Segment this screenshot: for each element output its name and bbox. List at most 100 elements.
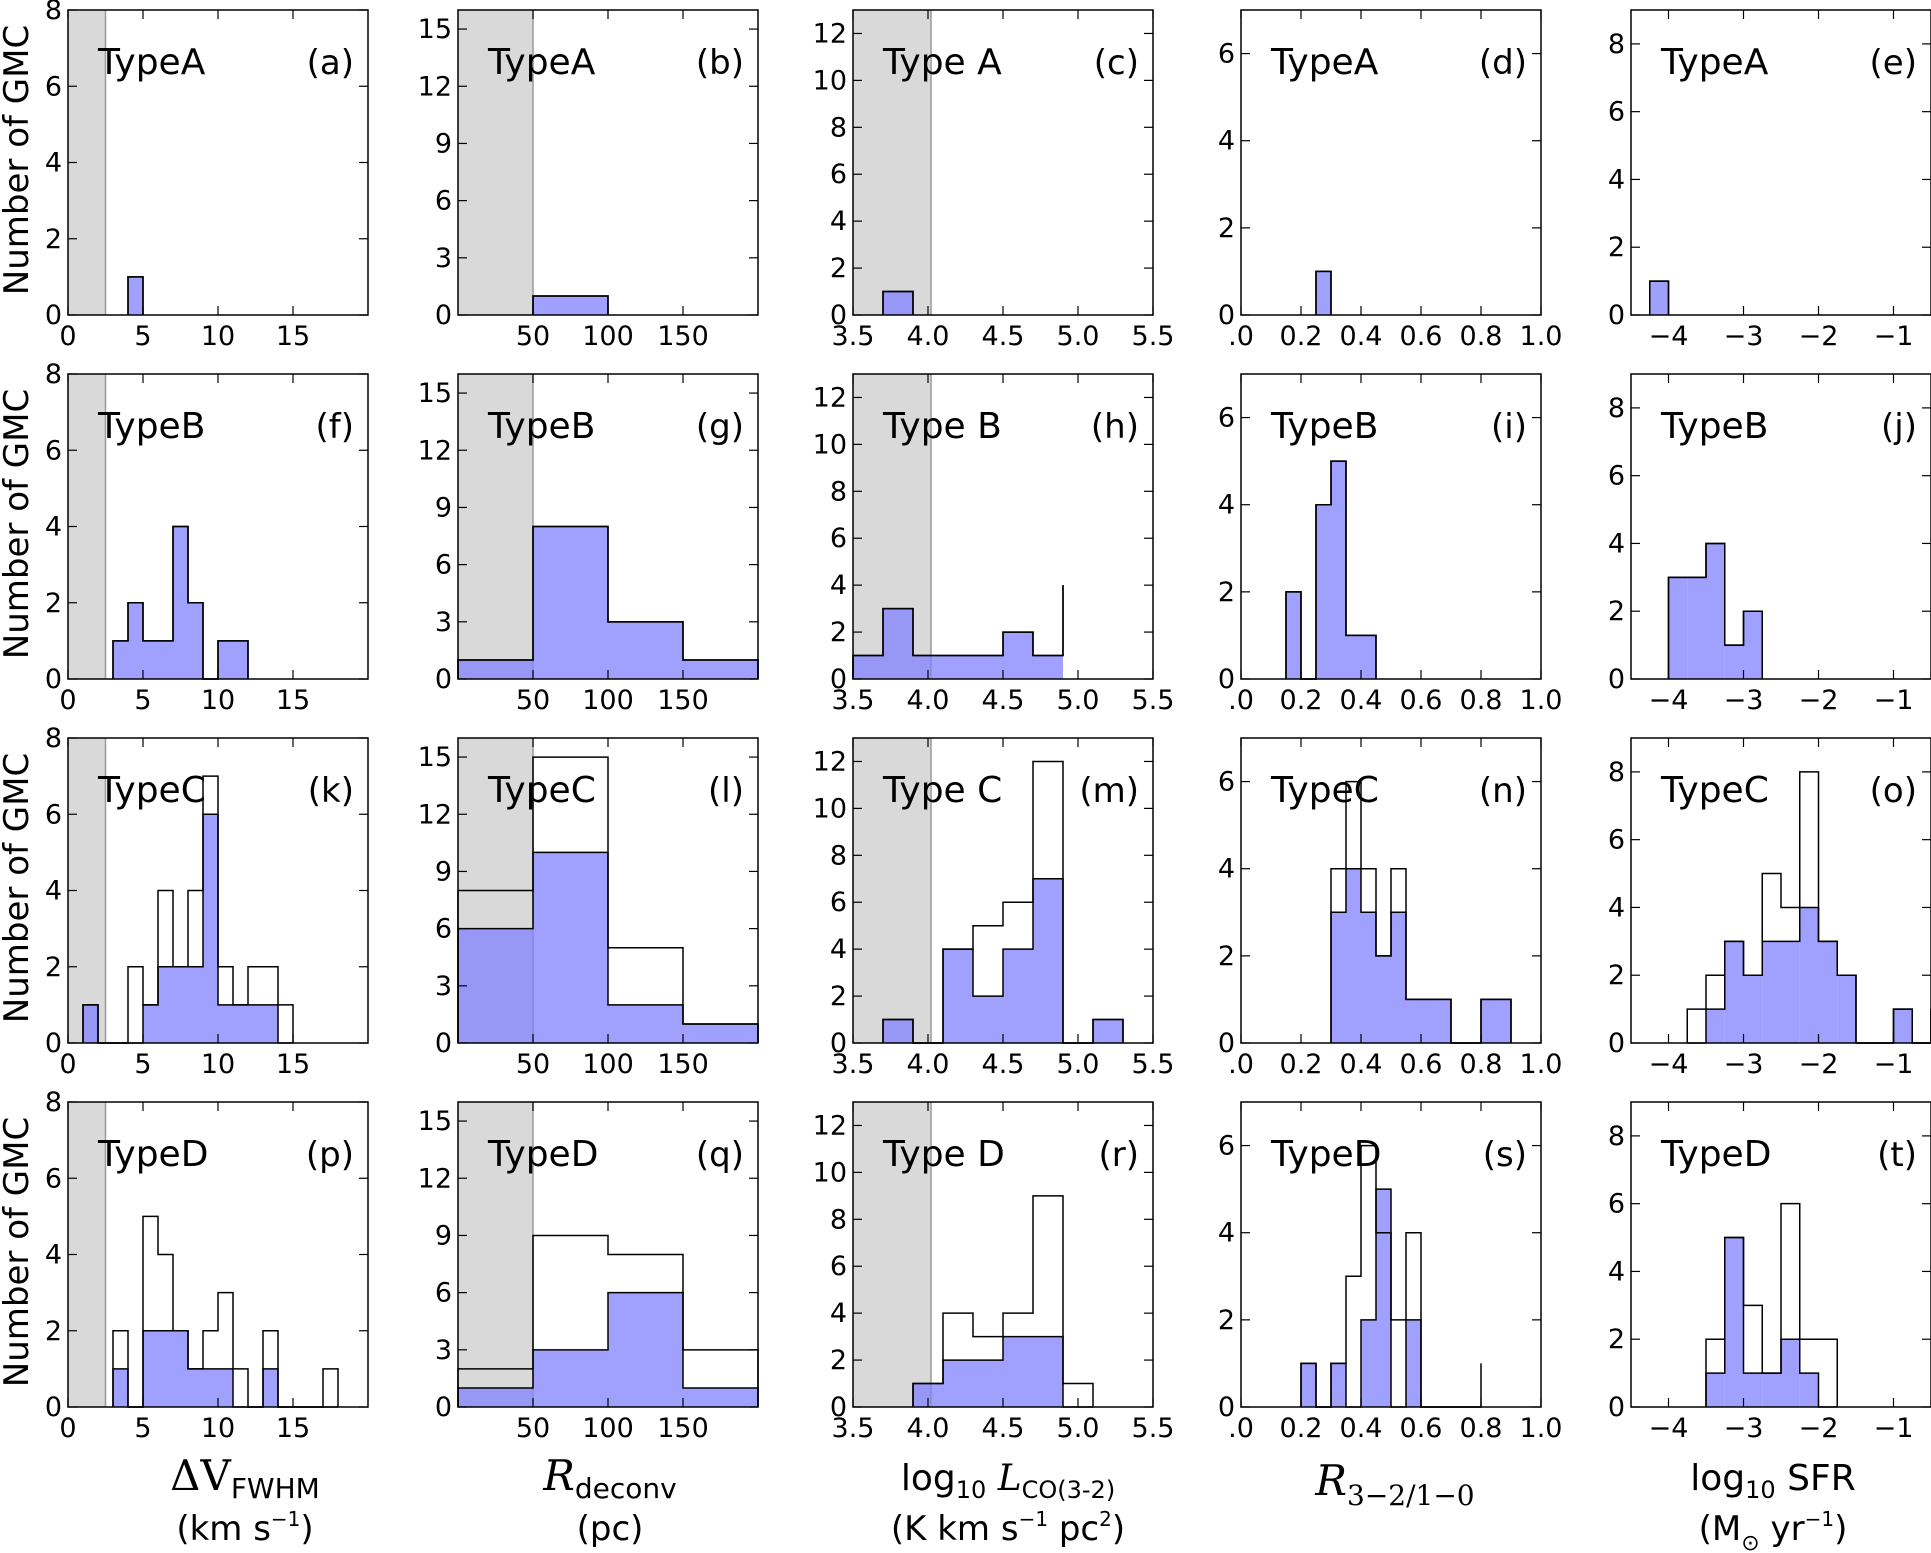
ytick-label-a-0: 0 xyxy=(45,300,62,331)
xtick-label-k-1: 5 xyxy=(134,1049,151,1080)
panel-o: 0 2 4 6 8 −4 −3 −2 −1 TypeC (o) xyxy=(1608,737,1931,1080)
bar-sub-h-4 xyxy=(973,655,1003,679)
xtick-label-h-0: 3.5 xyxy=(832,685,875,716)
xtick-label-m-0: 3.5 xyxy=(832,1049,875,1080)
bar-sub-e-0 xyxy=(1649,281,1669,315)
panel-n: 0 2 4 6 .0 0.2 0.4 0.6 0.8 1.0 TypeC (n) xyxy=(1218,737,1562,1080)
xtick-label-a-1: 5 xyxy=(134,321,151,352)
bar-sub-k-5 xyxy=(158,966,173,1043)
xtick-label-e-0: −4 xyxy=(1649,321,1689,352)
ytick-label-q-2: 6 xyxy=(435,1278,452,1309)
panel-letter-r: (r) xyxy=(1098,1135,1139,1175)
bar-sub-f-1 xyxy=(128,602,143,679)
xtick-label-c-3: 5.0 xyxy=(1057,321,1100,352)
svg-text:(M⊙ yr−1): (M⊙ yr−1) xyxy=(1699,1507,1848,1553)
y-axis-label-row-1: Number of GMC xyxy=(0,25,37,295)
bar-sub-p-3 xyxy=(158,1330,173,1407)
ytick-label-b-4: 12 xyxy=(418,71,452,102)
xtick-label-f-1: 5 xyxy=(134,685,151,716)
xtick-label-f-3: 15 xyxy=(276,685,310,716)
outline-all-m xyxy=(882,760,1124,1044)
bar-sub-h-6 xyxy=(1033,655,1063,679)
ytick-label-f-4: 8 xyxy=(45,359,62,390)
ytick-label-n-1: 2 xyxy=(1218,941,1235,972)
panel-title-o: TypeC xyxy=(1660,770,1769,811)
svg-text:ΔVFWHM: ΔVFWHM xyxy=(170,1451,320,1505)
xtick-label-r-1: 4.0 xyxy=(907,1413,950,1444)
ytick-label-m-4: 8 xyxy=(830,840,847,871)
excluded-region-q xyxy=(458,1102,533,1407)
ytick-label-t-0: 0 xyxy=(1608,1392,1625,1423)
xtick-label-t-2: −2 xyxy=(1799,1413,1839,1444)
xtick-label-n-3: 0.6 xyxy=(1400,1049,1443,1080)
xtick-label-d-3: 0.6 xyxy=(1400,321,1443,352)
panel-title-s: TypeD xyxy=(1270,1134,1381,1175)
panel-title-i: TypeB xyxy=(1270,406,1378,447)
xtick-label-s-1: 0.2 xyxy=(1280,1413,1323,1444)
xtick-label-a-2: 10 xyxy=(201,321,235,352)
bar-sub-s-2 xyxy=(1331,1363,1346,1407)
xtick-label-k-3: 15 xyxy=(276,1049,310,1080)
xtick-label-j-3: −1 xyxy=(1874,685,1914,716)
excluded-region-m xyxy=(853,738,931,1043)
panel-letter-q: (q) xyxy=(696,1135,744,1175)
ytick-label-d-2: 4 xyxy=(1218,126,1235,157)
panel-letter-t: (t) xyxy=(1877,1135,1917,1175)
panel-letter-d: (d) xyxy=(1479,43,1527,83)
ytick-label-b-3: 9 xyxy=(435,128,452,159)
ytick-label-j-3: 6 xyxy=(1608,461,1625,492)
ytick-label-p-4: 8 xyxy=(45,1087,62,1118)
panel-h: 0 2 4 6 8 10 12 3.5 4.0 4.5 5.0 5.5 Type B (h) xyxy=(813,373,1174,716)
xtick-label-m-1: 4.0 xyxy=(907,1049,950,1080)
ytick-label-k-0: 0 xyxy=(45,1028,62,1059)
bar-sub-s-0 xyxy=(1301,1363,1316,1407)
bar-sub-f-0 xyxy=(113,640,128,679)
ytick-label-e-3: 6 xyxy=(1608,97,1625,128)
ytick-label-i-1: 2 xyxy=(1218,577,1235,608)
panel-l: 0 3 6 9 12 15 50 100 150 TypeC (l) xyxy=(418,737,759,1080)
ytick-label-r-2: 4 xyxy=(830,1298,847,1329)
xtick-label-d-1: 0.2 xyxy=(1280,321,1323,352)
bar-sub-p-6 xyxy=(203,1368,218,1407)
ytick-label-s-2: 4 xyxy=(1218,1218,1235,1249)
bar-sub-o-4 xyxy=(1762,941,1781,1043)
ytick-label-e-4: 8 xyxy=(1608,29,1625,60)
ytick-label-r-0: 0 xyxy=(830,1392,847,1423)
ytick-label-o-2: 4 xyxy=(1608,892,1625,923)
xtick-label-m-3: 5.0 xyxy=(1057,1049,1100,1080)
ytick-label-m-5: 10 xyxy=(813,793,847,824)
bar-sub-n-7 xyxy=(1436,999,1451,1043)
ytick-label-p-0: 0 xyxy=(45,1392,62,1423)
panel-letter-f: (f) xyxy=(316,407,355,447)
bar-sub-p-10 xyxy=(263,1368,278,1407)
ytick-label-h-1: 2 xyxy=(830,617,847,648)
bar-sub-p-0 xyxy=(113,1368,128,1407)
bar-sub-k-11 xyxy=(248,1004,263,1043)
ytick-label-o-1: 2 xyxy=(1608,960,1625,991)
panel-p: 0 2 4 6 8 0 5 10 15 TypeD (p) xyxy=(45,1087,369,1444)
x-axis-label-col-1: ΔVFWHM (km s−1) xyxy=(170,1451,320,1549)
svg-text:Rdeconv: Rdeconv xyxy=(542,1451,676,1505)
xtick-label-q-1: 100 xyxy=(582,1413,634,1444)
bar-sub-i-2 xyxy=(1316,504,1331,679)
outline-all-j xyxy=(1667,542,1763,679)
svg-text:log10 SFR: log10 SFR xyxy=(1690,1458,1855,1504)
xtick-label-d-4: 0.8 xyxy=(1460,321,1503,352)
y-axis-label-row-3: Number of GMC xyxy=(0,753,37,1023)
bar-sub-m-4 xyxy=(1003,949,1033,1043)
panel-m: 0 2 4 6 8 10 12 3.5 4.0 4.5 5.0 5.5 Type C (m) xyxy=(813,737,1174,1080)
bar-sub-j-0 xyxy=(1668,577,1688,679)
xtick-label-i-1: 0.2 xyxy=(1280,685,1323,716)
ytick-label-o-0: 0 xyxy=(1608,1028,1625,1059)
ytick-label-d-1: 2 xyxy=(1218,213,1235,244)
bar-sub-g-0 xyxy=(458,659,533,679)
axes-frame-t xyxy=(1630,1101,1931,1408)
bar-sub-f-4 xyxy=(173,526,188,679)
ytick-label-j-2: 4 xyxy=(1608,528,1625,559)
bar-sub-n-10 xyxy=(1481,999,1496,1043)
ytick-label-p-3: 6 xyxy=(45,1163,62,1194)
xtick-label-a-3: 15 xyxy=(276,321,310,352)
bar-sub-k-10 xyxy=(233,1004,248,1043)
excluded-region-g xyxy=(458,374,533,679)
bar-sub-t-5 xyxy=(1799,1373,1819,1407)
